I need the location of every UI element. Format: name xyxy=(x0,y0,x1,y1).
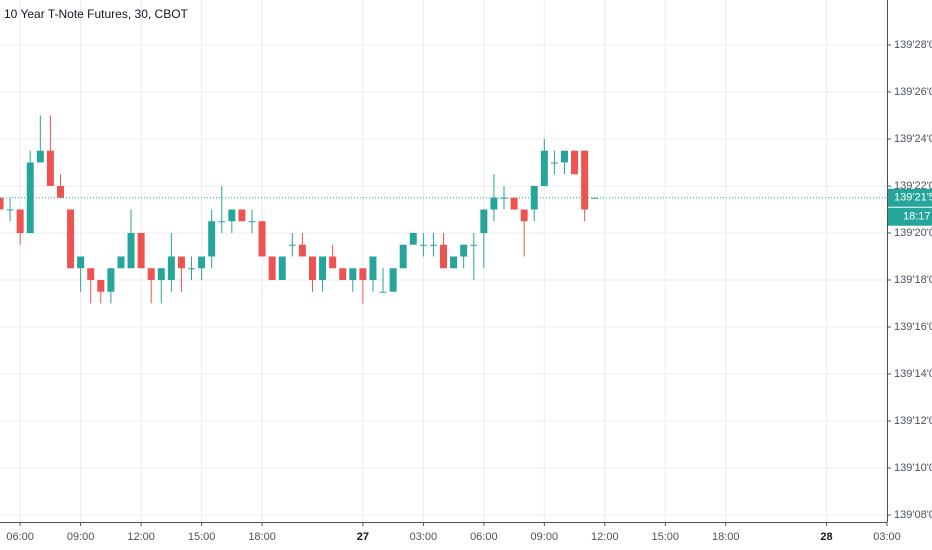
axes: 139'08'0 139'10'0 139'12'0 139'14'0 139'16'0… xyxy=(6,39,932,543)
candle-body xyxy=(349,268,357,280)
candle-body xyxy=(248,221,256,223)
candle-body xyxy=(6,209,14,211)
y-tick-label: 139'18'0 xyxy=(894,274,932,286)
candle-body xyxy=(571,150,579,175)
x-tick-label: 03:00 xyxy=(873,531,901,543)
candle-body xyxy=(288,244,296,246)
candle-body xyxy=(470,244,478,246)
y-tick-label: 139'28'0 xyxy=(894,39,932,51)
y-tick-label: 139'26'0 xyxy=(894,86,932,98)
candle-body xyxy=(450,256,458,269)
candle-body xyxy=(127,232,135,269)
candle-body xyxy=(399,244,407,269)
candle-body xyxy=(177,256,185,269)
candle-body xyxy=(188,268,196,270)
x-tick-label: 06:00 xyxy=(6,531,34,543)
candle-body xyxy=(278,256,286,280)
candle-body xyxy=(198,256,206,269)
candle-body xyxy=(419,244,427,246)
countdown-label: 18:17 xyxy=(903,211,931,223)
candle-body xyxy=(67,209,75,269)
candle-body xyxy=(46,150,54,186)
x-tick-label: 18:00 xyxy=(248,531,276,543)
candle-body xyxy=(480,209,488,233)
candle-body xyxy=(0,197,4,210)
x-tick-label: 09:00 xyxy=(67,531,95,543)
x-tick-label: 18:00 xyxy=(712,531,740,543)
candle-body xyxy=(359,268,367,280)
last-price-box xyxy=(888,188,932,207)
candle-body xyxy=(107,268,115,292)
candle-body xyxy=(379,291,387,293)
candle-body xyxy=(268,256,276,280)
candle-body xyxy=(490,197,498,210)
y-tick-label: 139'12'0 xyxy=(894,415,932,427)
chart-title: 10 Year T-Note Futures, 30, CBOT xyxy=(4,7,189,21)
candle-body xyxy=(137,232,145,269)
candle-body xyxy=(36,150,44,163)
price-axis xyxy=(887,0,932,550)
candle-body xyxy=(460,244,468,257)
candle-body xyxy=(77,256,85,269)
y-tick-label: 139'14'0 xyxy=(894,368,932,380)
plot-area xyxy=(0,0,888,522)
candle-body xyxy=(157,268,165,280)
candle-body xyxy=(56,185,64,198)
candle-body xyxy=(389,268,397,292)
candle-body xyxy=(258,221,266,257)
last-price-label: 139'21'5 xyxy=(894,192,932,204)
candle-body xyxy=(117,256,125,269)
candle-body xyxy=(409,232,417,245)
x-tick-label: 27 xyxy=(357,531,369,543)
candle-body xyxy=(319,256,327,280)
candle-body xyxy=(87,268,95,280)
y-tick-label: 139'08'0 xyxy=(894,509,932,521)
y-tick-label: 139'10'0 xyxy=(894,462,932,474)
candle-body xyxy=(581,150,589,210)
y-tick-label: 139'20'0 xyxy=(894,227,932,239)
candle-body xyxy=(16,209,24,233)
candle-body xyxy=(147,268,155,280)
candle-body xyxy=(218,221,226,223)
candle-body xyxy=(429,244,437,246)
candle-body xyxy=(540,150,548,186)
time-axis xyxy=(0,522,932,550)
x-tick-label: 09:00 xyxy=(531,531,559,543)
candle-body xyxy=(208,221,216,257)
candle-body xyxy=(560,150,568,163)
y-tick-label: 139'24'0 xyxy=(894,133,932,145)
candle-body xyxy=(238,209,246,222)
candle-body xyxy=(550,162,558,164)
candle-body xyxy=(308,256,316,280)
candle-body xyxy=(228,209,236,222)
y-tick-label: 139'16'0 xyxy=(894,321,932,333)
candle-body xyxy=(167,256,175,280)
candle-body xyxy=(369,256,377,280)
candle-body xyxy=(298,244,306,257)
candle-body xyxy=(520,209,528,222)
countdown-box xyxy=(888,207,932,226)
candle-body xyxy=(97,279,105,292)
x-tick-label: 12:00 xyxy=(127,531,155,543)
candle-body xyxy=(329,256,337,269)
x-tick-label: 15:00 xyxy=(652,531,680,543)
candle-body xyxy=(339,268,347,280)
x-tick-label: 15:00 xyxy=(188,531,216,543)
candle-body xyxy=(440,244,448,269)
candle-body xyxy=(510,197,518,210)
x-tick-label: 12:00 xyxy=(591,531,619,543)
x-tick-label: 28 xyxy=(820,531,832,543)
x-tick-label: 03:00 xyxy=(410,531,438,543)
x-tick-label: 06:00 xyxy=(470,531,498,543)
